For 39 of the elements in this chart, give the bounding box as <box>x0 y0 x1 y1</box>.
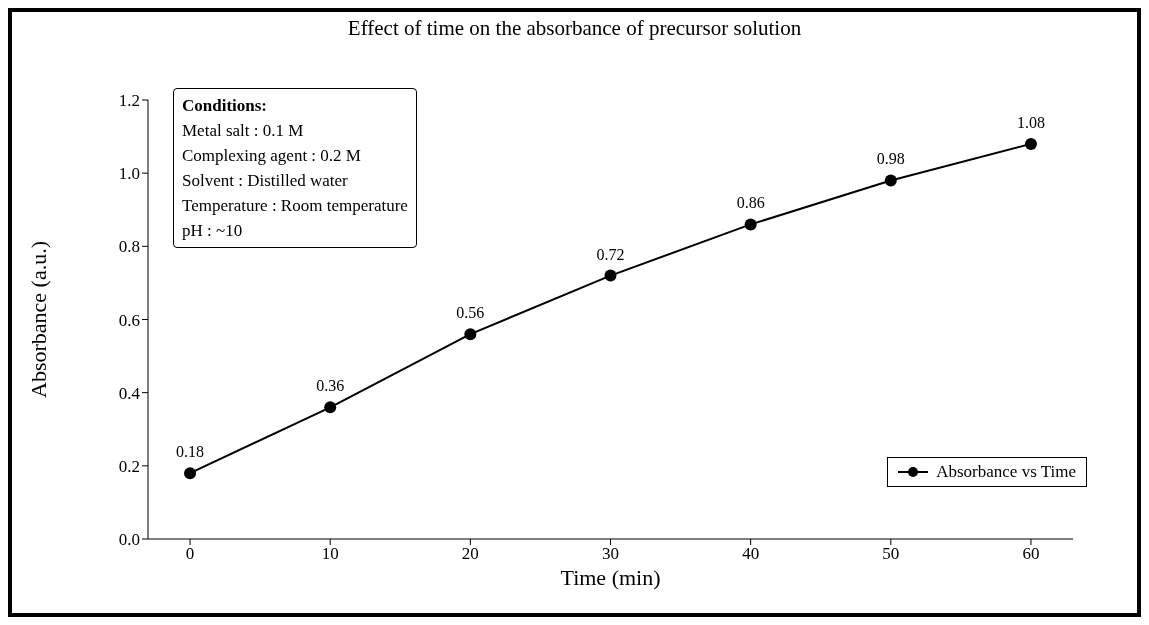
chart-title: Effect of time on the absorbance of precursor solution <box>346 16 803 41</box>
data-label: 0.36 <box>316 377 345 395</box>
point <box>1024 137 1037 150</box>
y-tick-label: 0.2 <box>118 456 140 476</box>
y-tick-label: 1.2 <box>118 91 140 111</box>
y-tick-label: 1.0 <box>118 164 140 184</box>
x-tick-label: 40 <box>742 544 760 564</box>
x-axis-title: Time (min) <box>560 565 661 590</box>
data-label: 0.56 <box>456 304 485 322</box>
x-tick-label: 30 <box>602 544 619 564</box>
annotation: Temperature : Room temperature <box>182 195 408 217</box>
data-label: 0.72 <box>596 245 625 263</box>
y-tick-label: 0.8 <box>118 237 140 257</box>
frame-border: Effect of time on the absorbance of precursor solution Absorbance vs Time 0 10 20 30 40 50 60 Time (min) 0.0 0.2 0.4 0.6 0.8 1.0 1.2 Absorbance (a.u.) 0.18 0.36 0.56 0.72 0.86 0.98 1.08 Conditions: Metal salt : 0.1 M Complexing agent : 0.2 M Solvent : Distilled water Temperature : Room temperature pH : ~10 <box>8 8 1141 617</box>
annotation: Conditions: <box>182 95 269 117</box>
point <box>744 218 757 231</box>
data-label: 0.18 <box>176 443 205 461</box>
annotation: Metal salt : 0.1 M <box>182 120 305 142</box>
point <box>604 269 617 282</box>
x-tick-label: 20 <box>461 544 479 564</box>
x-tick-label: 10 <box>321 544 339 564</box>
annotation: Solvent : Distilled water <box>182 170 349 192</box>
y-tick-label: 0.0 <box>118 530 140 550</box>
x-tick-label: 60 <box>1022 544 1040 564</box>
data-label: 0.98 <box>876 150 905 168</box>
annotation: Complexing agent : 0.2 M <box>182 145 362 167</box>
legend-label: Absorbance vs Time <box>936 462 1076 482</box>
point <box>464 328 477 341</box>
x-tick-label: 0 <box>185 544 195 564</box>
point <box>324 401 337 414</box>
y-tick-label: 0.4 <box>118 383 141 403</box>
data-label: 0.86 <box>736 194 765 212</box>
point <box>884 174 897 187</box>
y-tick-label: 0.6 <box>118 310 140 330</box>
data-label: 1.08 <box>1016 113 1045 131</box>
annotation: pH : ~10 <box>182 220 244 242</box>
y-axis-title: Absorbance (a.u.) <box>25 241 51 398</box>
point <box>184 467 197 480</box>
x-tick-label: 50 <box>882 544 900 564</box>
